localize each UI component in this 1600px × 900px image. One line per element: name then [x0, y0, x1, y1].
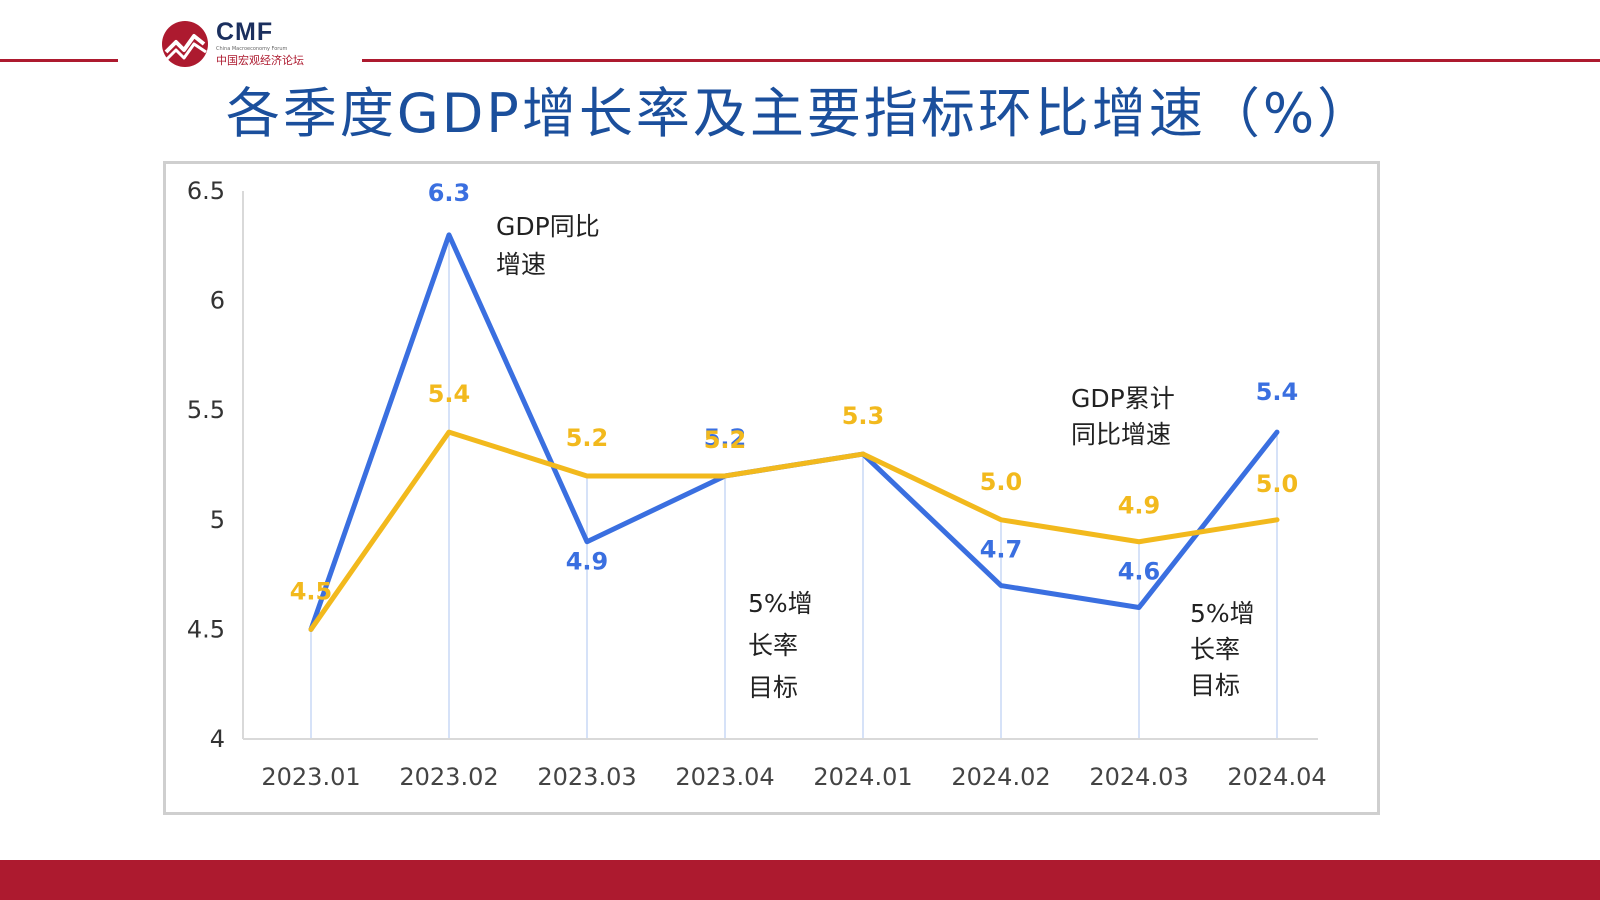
header-rule-right [362, 59, 1600, 62]
annotation-line: 长率 [1190, 635, 1240, 664]
logo-subtitle-cn: 中国宏观经济论坛 [216, 54, 304, 67]
cmf-logo: CMF China Macroeconomy Forum 中国宏观经济论坛 [160, 16, 360, 70]
data-label: 5.0 [980, 468, 1023, 496]
annotation-gdp-yoy: GDP同比增速 [496, 212, 600, 279]
data-label: 5.4 [428, 380, 471, 408]
data-label: 4.9 [1118, 492, 1161, 520]
y-tick-label: 5 [210, 506, 225, 534]
x-tick-label: 2023.04 [675, 763, 774, 791]
annotation-line: 目标 [748, 673, 798, 702]
annotation-line: 增速 [496, 250, 546, 279]
annotation-line: 5%增 [748, 589, 813, 618]
x-tick-label: 2023.02 [399, 763, 498, 791]
data-label: 4.6 [1118, 557, 1161, 585]
annotation-line: 长率 [748, 631, 798, 660]
x-tick-label: 2023.01 [261, 763, 360, 791]
annotation-line: 5%增 [1190, 599, 1255, 628]
data-label: 4.5 [290, 577, 333, 605]
annotation-line: GDP累计 [1071, 384, 1175, 413]
gdp-growth-chart: 4 4.5 5 5.5 6 6.5 2023.01 2023.02 2023.03 2023.04… [187, 177, 1327, 791]
data-label: 6.3 [428, 179, 471, 207]
data-label: 5.0 [1256, 470, 1299, 498]
y-tick-label: 6.5 [187, 177, 225, 205]
y-tick-label: 4 [210, 725, 225, 753]
data-label: 5.3 [842, 402, 885, 430]
footer-bar [0, 860, 1600, 900]
annotation-line: 同比增速 [1071, 420, 1171, 449]
annotation-line: 目标 [1190, 671, 1240, 700]
data-label: 5.2 [566, 424, 609, 452]
page-title: 各季度GDP增长率及主要指标环比增速（%） [225, 82, 1375, 145]
annotation-target-1: 5%增长率目标 [748, 589, 813, 702]
x-tick-label: 2024.02 [951, 763, 1050, 791]
data-label: 5.4 [1256, 378, 1299, 406]
x-tick-label: 2024.03 [1089, 763, 1188, 791]
x-tick-label: 2023.03 [537, 763, 636, 791]
data-label: 5.2 [704, 424, 747, 452]
y-tick-label: 6 [210, 287, 225, 315]
y-tick-label: 5.5 [187, 396, 225, 424]
x-tick-label: 2024.01 [813, 763, 912, 791]
logo-subtitle-en: China Macroeconomy Forum [216, 46, 288, 52]
chart-frame [163, 161, 1380, 815]
data-label: 4.7 [980, 536, 1023, 564]
logo-wordmark: CMF [216, 18, 274, 46]
cmf-logo-mark-icon [162, 21, 208, 67]
annotation-line: GDP同比 [496, 212, 600, 241]
annotation-gdp-cumulative: GDP累计同比增速 [1071, 384, 1175, 449]
header-rule-left [0, 59, 118, 62]
y-tick-label: 4.5 [187, 615, 225, 643]
data-label: 4.9 [566, 548, 609, 576]
x-tick-label: 2024.04 [1227, 763, 1326, 791]
series-line-gdp-cumulative [308, 429, 1280, 632]
annotation-target-2: 5%增长率目标 [1190, 599, 1255, 700]
data-label: 5.2 [704, 426, 747, 454]
